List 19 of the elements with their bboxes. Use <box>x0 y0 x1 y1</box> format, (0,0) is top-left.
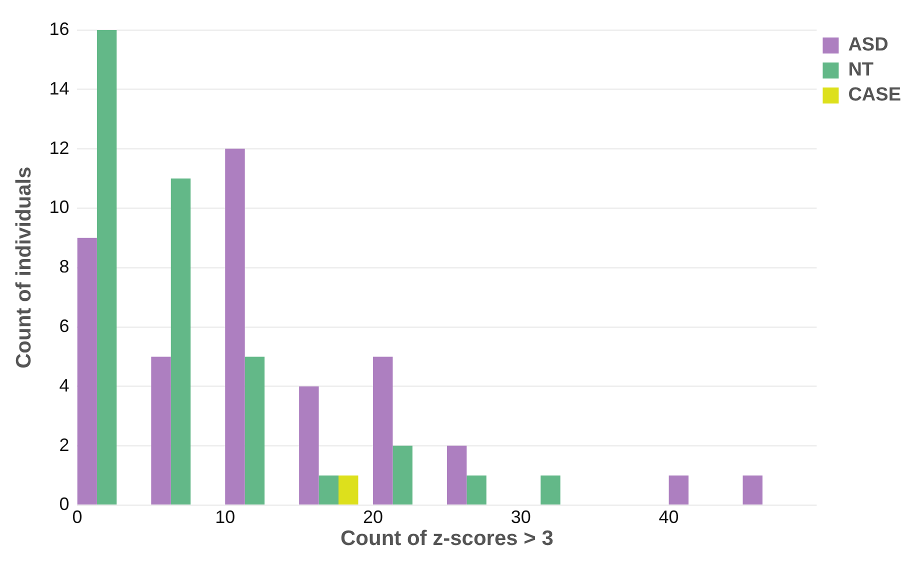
x-tick-label: 40 <box>658 506 679 527</box>
x-tick-label: 0 <box>72 506 82 527</box>
x-tick-label: 30 <box>510 506 531 527</box>
x-axis-title: Count of z-scores > 3 <box>340 527 554 550</box>
y-tick-label: 12 <box>49 138 70 158</box>
y-axis-title: Count of individuals <box>12 166 36 369</box>
y-tick-label: 4 <box>59 375 70 396</box>
y-tick-label: 6 <box>59 316 70 336</box>
y-tick-label: 10 <box>49 197 70 218</box>
y-tick-label: 16 <box>49 18 70 39</box>
y-tick-label: 0 <box>59 494 70 514</box>
y-tick-label: 2 <box>59 434 70 455</box>
y-tick-label: 14 <box>49 78 70 98</box>
y-tick-label: 8 <box>59 256 70 277</box>
legend-label: CASE <box>848 84 902 106</box>
legend-label: NT <box>848 60 874 81</box>
x-tick-label: 10 <box>215 506 236 527</box>
legend-label: ASD <box>848 34 888 56</box>
x-tick-label: 20 <box>363 506 384 527</box>
